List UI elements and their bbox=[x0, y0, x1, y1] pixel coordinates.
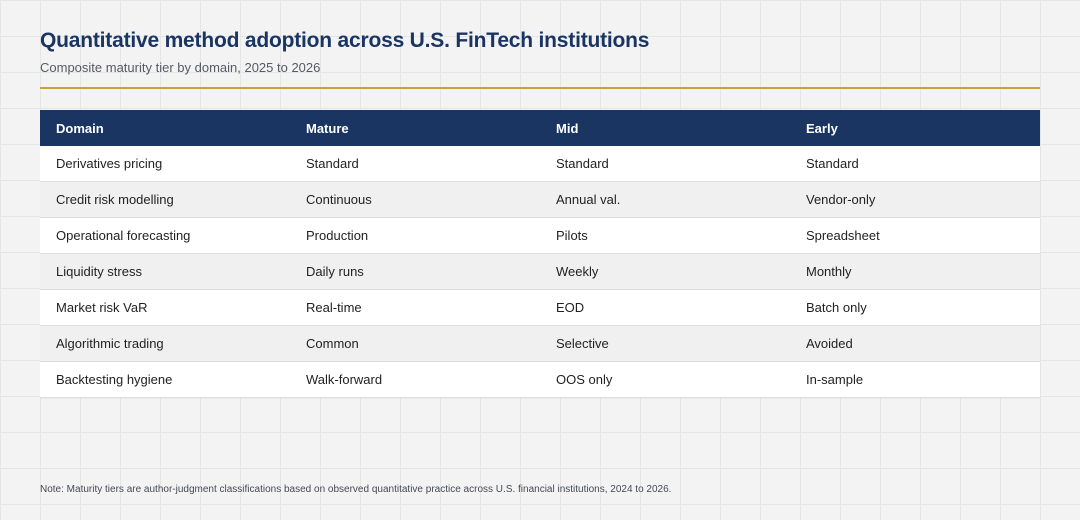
table-header-row: Domain Mature Mid Early bbox=[40, 110, 1040, 146]
cell-domain: Market risk VaR bbox=[40, 289, 290, 326]
cell-early: Vendor-only bbox=[790, 181, 1040, 218]
cell-early: Standard bbox=[790, 146, 1040, 182]
cell-mid: Selective bbox=[540, 325, 790, 362]
cell-domain: Backtesting hygiene bbox=[40, 361, 290, 398]
column-header-mid: Mid bbox=[540, 110, 790, 146]
cell-domain: Algorithmic trading bbox=[40, 325, 290, 362]
column-header-domain: Domain bbox=[40, 110, 290, 146]
cell-mid: EOD bbox=[540, 289, 790, 326]
cell-mature: Standard bbox=[290, 146, 540, 182]
cell-mature: Walk-forward bbox=[290, 361, 540, 398]
cell-domain: Operational forecasting bbox=[40, 217, 290, 254]
cell-early: Monthly bbox=[790, 253, 1040, 290]
chart-subtitle: Composite maturity tier by domain, 2025 … bbox=[40, 60, 321, 75]
table-row: Backtesting hygiene Walk-forward OOS onl… bbox=[40, 361, 1040, 398]
column-header-early: Early bbox=[790, 110, 1040, 146]
cell-mid: Annual val. bbox=[540, 181, 790, 218]
cell-mid: Standard bbox=[540, 146, 790, 182]
cell-mid: Weekly bbox=[540, 253, 790, 290]
cell-early: Avoided bbox=[790, 325, 1040, 362]
cell-mature: Continuous bbox=[290, 181, 540, 218]
table-row: Algorithmic trading Common Selective Avo… bbox=[40, 325, 1040, 362]
table-row: Credit risk modelling Continuous Annual … bbox=[40, 181, 1040, 218]
table-row: Operational forecasting Production Pilot… bbox=[40, 217, 1040, 254]
accent-divider bbox=[40, 87, 1040, 89]
cell-mature: Real-time bbox=[290, 289, 540, 326]
cell-mid: OOS only bbox=[540, 361, 790, 398]
adoption-table-container: Domain Mature Mid Early Derivatives pric… bbox=[40, 110, 1040, 398]
table-row: Market risk VaR Real-time EOD Batch only bbox=[40, 289, 1040, 326]
cell-mid: Pilots bbox=[540, 217, 790, 254]
adoption-table: Domain Mature Mid Early Derivatives pric… bbox=[40, 110, 1040, 398]
cell-domain: Credit risk modelling bbox=[40, 181, 290, 218]
table-row: Liquidity stress Daily runs Weekly Month… bbox=[40, 253, 1040, 290]
cell-early: Spreadsheet bbox=[790, 217, 1040, 254]
cell-mature: Common bbox=[290, 325, 540, 362]
cell-mature: Daily runs bbox=[290, 253, 540, 290]
cell-early: In-sample bbox=[790, 361, 1040, 398]
cell-domain: Liquidity stress bbox=[40, 253, 290, 290]
column-header-mature: Mature bbox=[290, 110, 540, 146]
cell-domain: Derivatives pricing bbox=[40, 146, 290, 182]
table-row: Derivatives pricing Standard Standard St… bbox=[40, 146, 1040, 182]
chart-title: Quantitative method adoption across U.S.… bbox=[40, 29, 650, 52]
cell-early: Batch only bbox=[790, 289, 1040, 326]
cell-mature: Production bbox=[290, 217, 540, 254]
footnote: Note: Maturity tiers are author-judgment… bbox=[40, 484, 672, 495]
